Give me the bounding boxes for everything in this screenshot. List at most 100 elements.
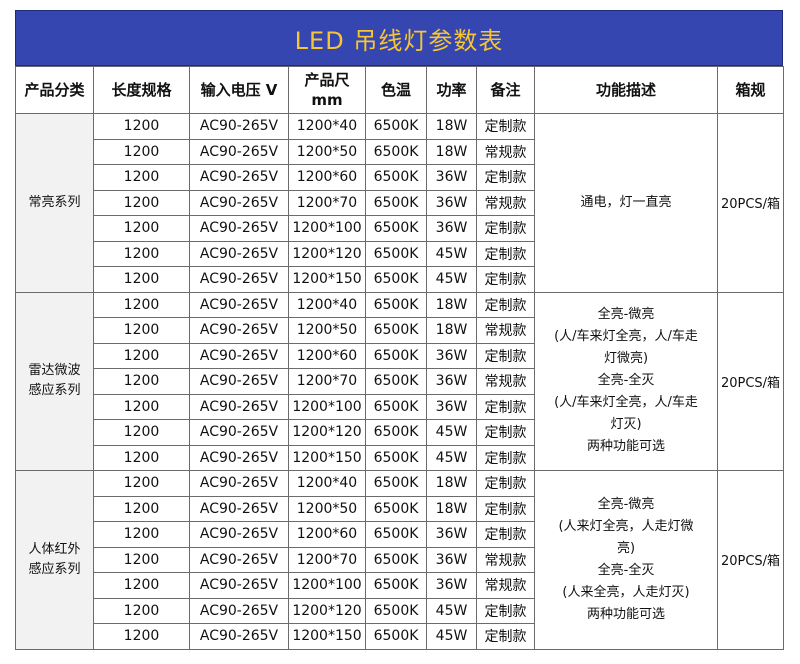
- table-cell: 常规款: [476, 546, 535, 573]
- table-row: 1200 AC90-265V 1200*60 6500K 36W 定制款: [16, 521, 784, 548]
- category-text: 感应系列: [28, 561, 81, 577]
- table-cell: AC90-265V: [189, 495, 289, 522]
- table-cell: 6500K: [365, 546, 427, 573]
- table-cell: 1200: [93, 444, 190, 471]
- table-cell: 36W: [426, 215, 477, 242]
- table-cell: AC90-265V: [189, 240, 289, 267]
- function-description-cell: 通电，灯一直亮: [534, 113, 718, 293]
- table-cell: 1200: [93, 368, 190, 395]
- table-cell: 6500K: [365, 240, 427, 267]
- column-header-text: 功率: [436, 81, 467, 99]
- table-cell: 36W: [426, 342, 477, 369]
- column-header: 输入电压 V: [189, 66, 289, 114]
- function-line: (人来全亮，人走灯灭): [562, 584, 690, 600]
- table-row: 1200 AC90-265V 1200*100 6500K 36W 定制款: [16, 215, 784, 242]
- table-body: 常亮系列 1200 AC90-265V 1200*40 6500K 18W 定制款 通电，灯一…: [15, 113, 784, 650]
- table-cell: 6500K: [365, 113, 427, 140]
- table-cell: AC90-265V: [189, 266, 289, 293]
- box-spec-cell: 20PCS/箱: [717, 470, 784, 650]
- category-cell: 常亮系列: [15, 113, 94, 293]
- header-row: 产品分类 长度规格 输入电压 V 产品尺 mm 色温 功率 备注 功能描述 箱规: [15, 66, 784, 114]
- category-text: 人体红外: [28, 541, 81, 557]
- function-line: 灯灭): [610, 417, 642, 433]
- table-row: 1200 AC90-265V 1200*70 6500K 36W 常规款: [16, 546, 784, 573]
- table-row: 1200 AC90-265V 1200*120 6500K 45W 定制款: [16, 240, 784, 267]
- table-cell: 1200*60: [288, 164, 366, 191]
- table-cell: AC90-265V: [189, 317, 289, 344]
- table-row: 雷达微波 感应系列 1200 AC90-265V 1200*40 6500K 18W 定制款全…: [15, 291, 784, 471]
- table-cell: 1200*40: [288, 470, 366, 497]
- table-cell: 6500K: [365, 597, 427, 624]
- column-header: 功能描述: [534, 66, 718, 114]
- table-cell: AC90-265V: [189, 368, 289, 395]
- table-cell: 45W: [426, 623, 477, 650]
- column-header: 色温: [365, 66, 427, 114]
- table-cell: 6500K: [365, 623, 427, 650]
- table-cell: 定制款: [476, 623, 535, 650]
- column-header-text: 色温: [380, 81, 411, 99]
- table-cell: 定制款: [476, 393, 535, 420]
- table-cell: 1200: [93, 164, 190, 191]
- table-cell: 1200: [93, 419, 190, 446]
- table-cell: 1200*100: [288, 572, 366, 599]
- table-cell: 定制款: [476, 266, 535, 293]
- table-cell: 36W: [426, 189, 477, 216]
- table-cell: 1200: [93, 317, 190, 344]
- category-text: 常亮系列: [28, 194, 81, 210]
- table-cell: AC90-265V: [189, 291, 289, 318]
- function-line: (人来灯全亮，人走灯微: [558, 518, 694, 534]
- table-cell: 6500K: [365, 291, 427, 318]
- table-row: 1200 AC90-265V 1200*70 6500K 36W 常规款: [16, 368, 784, 395]
- table-cell: 常规款: [476, 368, 535, 395]
- table-cell: AC90-265V: [189, 215, 289, 242]
- table-cell: 36W: [426, 521, 477, 548]
- table-cell: 45W: [426, 266, 477, 293]
- table-cell: 1200*40: [288, 291, 366, 318]
- table-cell: 1200: [93, 521, 190, 548]
- table-cell: 1200*70: [288, 189, 366, 216]
- table-cell: 36W: [426, 572, 477, 599]
- table-cell: 1200: [93, 113, 190, 140]
- table-cell: 1200: [93, 240, 190, 267]
- table-cell: 45W: [426, 444, 477, 471]
- table-cell: 1200: [93, 623, 190, 650]
- table-cell: 1200*150: [288, 444, 366, 471]
- table-cell: 1200*100: [288, 393, 366, 420]
- table-cell: 常规款: [476, 138, 535, 165]
- table-cell: 定制款: [476, 164, 535, 191]
- function-line: 全亮-全灭: [597, 373, 655, 389]
- table-cell: 定制款: [476, 444, 535, 471]
- table-cell: 1200: [93, 495, 190, 522]
- table-cell: 45W: [426, 240, 477, 267]
- table-cell: 1200: [93, 342, 190, 369]
- table-cell: 6500K: [365, 164, 427, 191]
- table-cell: 18W: [426, 495, 477, 522]
- table-cell: 定制款: [476, 419, 535, 446]
- table-cell: 6500K: [365, 521, 427, 548]
- column-header-text: 产品尺: [304, 71, 350, 89]
- table-cell: 6500K: [365, 368, 427, 395]
- table-cell: 1200*150: [288, 266, 366, 293]
- function-line: 亮): [616, 540, 636, 556]
- table-cell: 定制款: [476, 495, 535, 522]
- function-line: (人/车来灯全亮，人/车走: [554, 395, 698, 411]
- table-cell: 1200: [93, 546, 190, 573]
- table-row: 1200 AC90-265V 1200*50 6500K 18W 常规款: [16, 138, 784, 165]
- spec-table: 产品分类 长度规格 输入电压 V 产品尺 mm 色温 功率 备注 功能描述 箱规 常亮系列 1200…: [15, 66, 784, 650]
- function-line: 灯微亮): [603, 351, 649, 367]
- table-cell: AC90-265V: [189, 597, 289, 624]
- table-cell: 1200: [93, 572, 190, 599]
- box-spec-cell: 20PCS/箱: [717, 291, 784, 471]
- table-cell: 1200*100: [288, 215, 366, 242]
- table-cell: 1200: [93, 597, 190, 624]
- table-cell: 1200: [93, 138, 190, 165]
- table-cell: AC90-265V: [189, 342, 289, 369]
- column-header-text: 输入电压 V: [200, 81, 278, 99]
- table-cell: 1200: [93, 291, 190, 318]
- title-banner: LED 吊线灯参数表: [15, 10, 783, 66]
- table-cell: 6500K: [365, 189, 427, 216]
- table-cell: 定制款: [476, 470, 535, 497]
- table-cell: 定制款: [476, 113, 535, 140]
- table-cell: 1200*120: [288, 419, 366, 446]
